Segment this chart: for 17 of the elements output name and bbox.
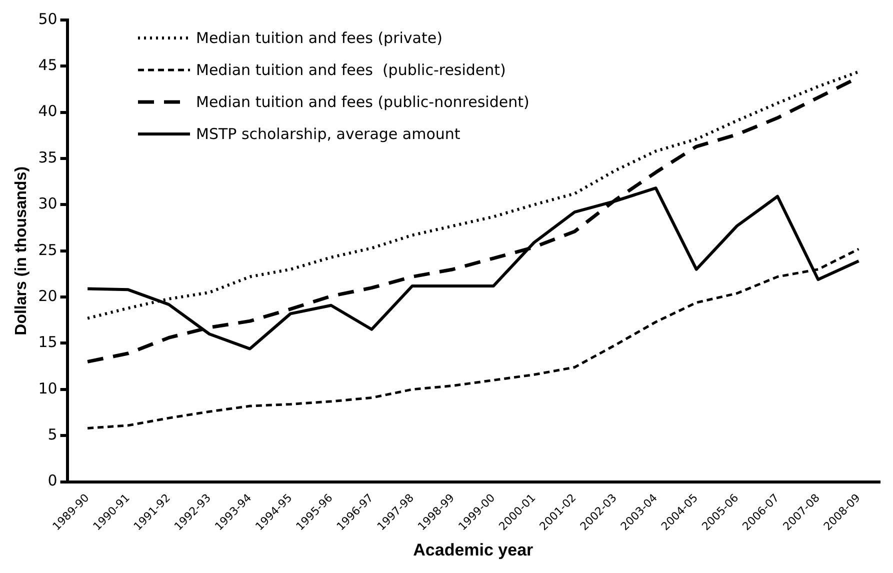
y-axis-title: Dollars (in thousands) — [13, 166, 30, 336]
y-tick-label: 50 — [38, 10, 58, 28]
legend-label: Median tuition and fees (private) — [196, 29, 442, 47]
y-tick-label: 30 — [38, 194, 58, 213]
y-tick-label: 15 — [38, 333, 58, 352]
legend-label: Median tuition and fees (public-resident) — [196, 61, 506, 79]
y-tick-label: 40 — [38, 102, 58, 120]
y-tick-label: 0 — [48, 472, 58, 490]
y-tick-label: 10 — [38, 379, 58, 398]
y-tick-label: 20 — [38, 286, 58, 305]
y-tick-label: 25 — [38, 240, 58, 259]
legend-label: Median tuition and fees (public-nonresident) — [196, 93, 530, 111]
y-tick-label: 5 — [48, 425, 58, 444]
y-tick-label: 45 — [38, 56, 58, 74]
y-tick-label: 35 — [38, 148, 58, 166]
x-axis-title: Academic year — [413, 540, 534, 560]
legend-label: MSTP scholarship, average amount — [196, 125, 460, 143]
